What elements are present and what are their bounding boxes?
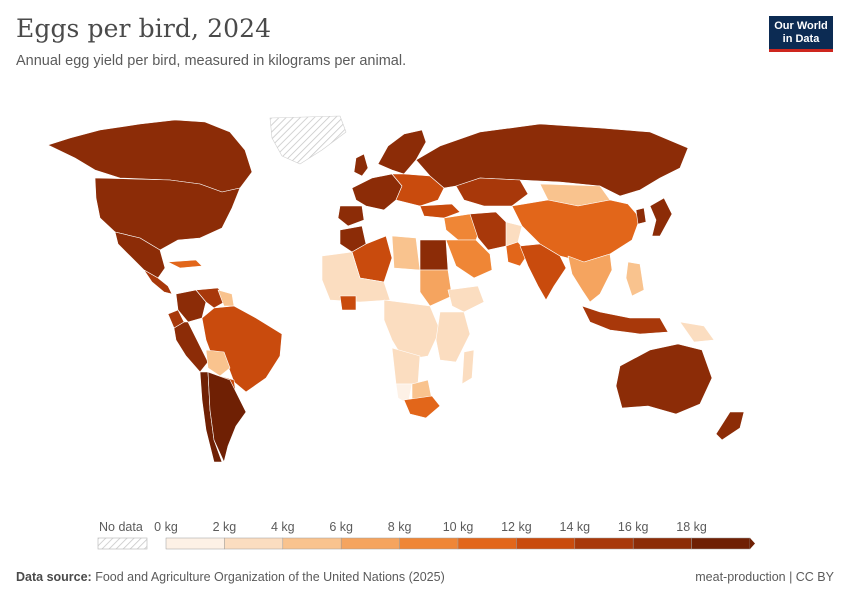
- legend-bin-1[interactable]: [224, 537, 284, 550]
- region-indonesia[interactable]: [581, 305, 669, 335]
- legend-bar: [97, 537, 755, 550]
- region-argentina[interactable]: [207, 371, 247, 463]
- owid-logo[interactable]: Our World in Data: [769, 16, 833, 52]
- region-afghanistan[interactable]: [505, 221, 523, 247]
- region-west-africa[interactable]: [321, 251, 391, 303]
- legend-tick-8: 16 kg: [617, 520, 649, 534]
- region-peru[interactable]: [173, 321, 209, 373]
- region-india[interactable]: [519, 243, 567, 301]
- region-scandinavia[interactable]: [377, 129, 427, 175]
- logo-line-2: in Data: [782, 33, 820, 45]
- region-korea[interactable]: [635, 207, 647, 225]
- region-japan[interactable]: [649, 197, 673, 237]
- legend-tick-0: 0 kg: [154, 520, 178, 534]
- data-source: Data source: Food and Agriculture Organi…: [16, 570, 445, 584]
- region-canada[interactable]: [47, 119, 253, 193]
- region-papua-new-guinea[interactable]: [679, 321, 715, 343]
- region-spain[interactable]: [337, 205, 365, 227]
- region-caribbean[interactable]: [167, 259, 203, 269]
- legend-bin-2[interactable]: [282, 537, 342, 550]
- region-bolivia[interactable]: [205, 349, 231, 377]
- region-greenland[interactable]: [269, 115, 347, 165]
- region-new-zealand[interactable]: [715, 411, 745, 441]
- region-ethiopia[interactable]: [447, 285, 485, 313]
- region-saudi-arabia[interactable]: [445, 239, 493, 279]
- legend-tick-3: 6 kg: [329, 520, 354, 534]
- no-data-swatch: [97, 537, 148, 550]
- chart-title: Eggs per bird, 2024: [16, 14, 272, 43]
- legend-tick-6: 12 kg: [501, 520, 532, 534]
- legend-bin-4[interactable]: [399, 537, 459, 550]
- region-southeast-asia[interactable]: [567, 253, 613, 303]
- region-east-africa[interactable]: [435, 311, 471, 363]
- data-source-text[interactable]: Food and Agriculture Organization of the…: [95, 570, 445, 584]
- legend-arrow-tip: [750, 538, 755, 549]
- no-data-label: No data: [99, 520, 143, 534]
- legend-bin-9[interactable]: [691, 537, 751, 550]
- legend-bin-5[interactable]: [457, 537, 517, 550]
- legend-bin-7[interactable]: [574, 537, 634, 550]
- region-united-states[interactable]: [94, 177, 241, 251]
- region-madagascar[interactable]: [461, 349, 475, 385]
- legend-tick-5: 10 kg: [442, 520, 474, 534]
- legend-bin-8[interactable]: [632, 537, 692, 550]
- region-philippines[interactable]: [625, 261, 645, 297]
- legend-bin-3[interactable]: [340, 537, 400, 550]
- legend-tick-9: 18 kg: [676, 520, 707, 534]
- region-united-kingdom[interactable]: [353, 153, 369, 177]
- legend-tick-1: 2 kg: [212, 520, 237, 534]
- region-south-africa[interactable]: [403, 395, 441, 419]
- legend-tick-2: 4 kg: [270, 520, 295, 534]
- region-sudan[interactable]: [419, 269, 453, 307]
- color-legend: No data 0 kg 2 kg 4 kg 6 kg 8 kg 10 kg 12 kg 14…: [0, 516, 850, 556]
- region-ivory-coast[interactable]: [339, 295, 357, 311]
- legend-tick-4: 8 kg: [387, 520, 412, 534]
- region-eastern-europe[interactable]: [391, 173, 445, 207]
- region-libya[interactable]: [391, 235, 421, 271]
- chart-subtitle: Annual egg yield per bird, measured in k…: [16, 53, 407, 69]
- region-australia[interactable]: [615, 343, 713, 415]
- region-ecuador[interactable]: [167, 309, 185, 329]
- logo-line-1: Our World: [774, 20, 828, 32]
- region-kazakhstan[interactable]: [455, 177, 529, 207]
- legend-bin-0[interactable]: [165, 537, 225, 550]
- region-central-america[interactable]: [143, 269, 173, 295]
- region-egypt[interactable]: [419, 239, 449, 271]
- license-note[interactable]: meat-production | CC BY: [695, 570, 834, 584]
- legend-tick-7: 14 kg: [559, 520, 591, 534]
- legend-bin-6[interactable]: [516, 537, 576, 550]
- region-western-europe[interactable]: [351, 173, 403, 211]
- region-turkey[interactable]: [419, 203, 461, 219]
- world-map: [47, 115, 745, 463]
- data-source-label: Data source:: [16, 570, 92, 584]
